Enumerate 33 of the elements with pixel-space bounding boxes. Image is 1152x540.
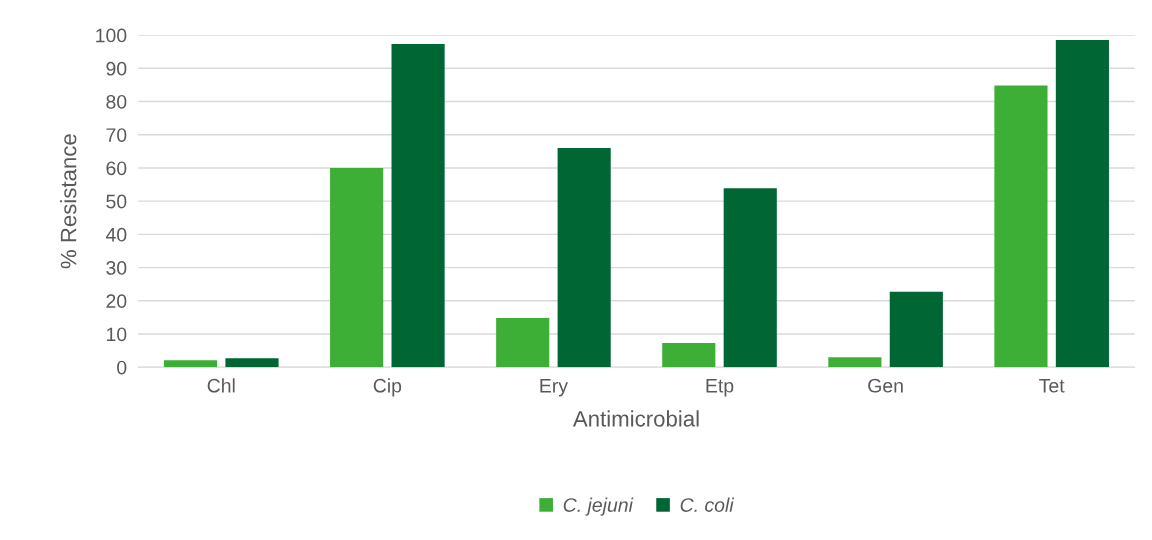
bar xyxy=(723,188,777,368)
bar xyxy=(889,291,943,368)
legend-label: C. jejuni xyxy=(563,497,634,516)
x-tick-label: Etp xyxy=(706,379,734,397)
legend-label: C. coli xyxy=(680,497,735,512)
bar xyxy=(330,167,384,368)
bar xyxy=(557,148,611,368)
bar xyxy=(662,342,716,368)
y-tick-label: 30 xyxy=(106,261,127,275)
x-tick-label: Tet xyxy=(1039,379,1065,393)
y-tick-label: 20 xyxy=(106,294,127,309)
bar xyxy=(1055,40,1109,368)
y-tick-label: 70 xyxy=(106,128,127,142)
bar xyxy=(994,85,1048,368)
x-tick-label: Cip xyxy=(373,378,402,397)
x-tick-label: Gen xyxy=(868,378,903,393)
y-axis-title: % Resistance xyxy=(60,134,77,269)
y-tick-label: 50 xyxy=(106,194,127,209)
y-tick-label: 40 xyxy=(105,227,127,242)
bar xyxy=(391,44,445,368)
bar xyxy=(163,360,218,368)
bar xyxy=(496,318,550,368)
y-tick-label: 90 xyxy=(106,61,127,76)
y-tick-label: 10 xyxy=(106,327,127,342)
y-tick-label: 0 xyxy=(117,360,127,375)
x-tick-label: Ery xyxy=(540,379,568,397)
bar xyxy=(828,357,882,368)
y-tick-label: 100 xyxy=(96,28,127,43)
y-tick-label: 60 xyxy=(106,161,127,176)
bar xyxy=(225,358,279,368)
y-tick-label: 80 xyxy=(106,94,127,109)
x-tick-label: Chl xyxy=(207,378,235,393)
x-axis-title: Antimicrobial xyxy=(572,410,699,427)
